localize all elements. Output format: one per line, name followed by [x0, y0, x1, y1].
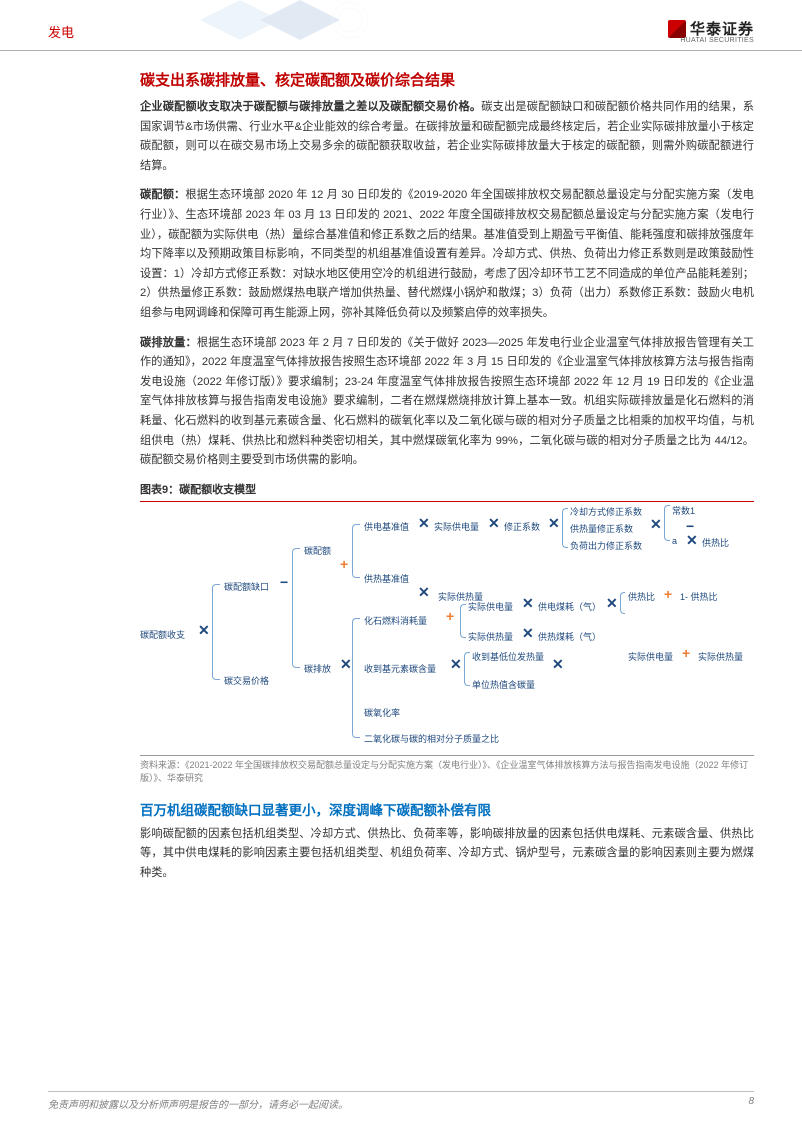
op-mult-5: ✕ [418, 584, 430, 601]
bracket-5 [562, 508, 568, 548]
figure-box: 碳配额收支 ✕ 碳配额缺口 − 碳交易价格 碳配额 + 碳排放 ✕ 供电基准值 … [140, 501, 754, 756]
op-mult-7: ✕ [522, 595, 534, 612]
op-mult-4b: ✕ [548, 515, 560, 532]
node-cool: 冷却方式修正系数 [570, 505, 642, 518]
op-mult-6: ✕ [686, 532, 698, 549]
bracket-4 [352, 618, 360, 738]
node-ecoal: 供电煤耗（气） [538, 600, 601, 613]
figure-title: 碳配额收支模型 [179, 484, 256, 496]
bracket-1 [212, 584, 220, 680]
node-shb: 供热基准值 [364, 572, 409, 585]
figure-source: 资料来源：《2021-2022 年全国碳排放权交易配额总量设定与分配实施方案（发… [140, 759, 754, 785]
node-fuel: 化石燃料消耗量 [364, 614, 427, 627]
node-mol: 二氧化碳与碳的相对分子质量之比 [364, 732, 499, 745]
op-mult-8: ✕ [522, 625, 534, 642]
node-ah3: 实际供热量 [698, 650, 743, 663]
op-plus-5: + [682, 645, 690, 661]
page-number: 8 [748, 1096, 754, 1111]
logo-text-en: HUATAI SECURITIES [668, 37, 754, 44]
page-footer: 免责声明和披露以及分析师声明是报告的一部分，请务必一起阅读。 8 [48, 1091, 754, 1111]
node-gap: 碳配额缺口 [224, 580, 269, 593]
op-plus-4: + [664, 586, 672, 602]
p2-bold: 碳配额： [140, 189, 185, 201]
node-emission: 碳排放 [304, 662, 331, 675]
node-loadc: 负荷出力修正系数 [570, 539, 642, 552]
section2-title: 百万机组碳配额缺口显著更小，深度调峰下碳配额补偿有限 [140, 799, 754, 819]
node-heatc: 供热量修正系数 [570, 522, 633, 535]
node-cc: 收到基元素碳含量 [364, 662, 436, 675]
bracket-7b [620, 592, 625, 614]
bracket-2 [292, 548, 300, 668]
page-header: 发电 华泰证券 HUATAI SECURITIES [0, 0, 802, 51]
op-mult-7b: ✕ [606, 595, 618, 612]
figure-caption: 图表9：碳配额收支模型 [140, 481, 754, 497]
node-ah2: 实际供热量 [468, 630, 513, 643]
node-seb: 供电基准值 [364, 520, 409, 533]
p3-rest: 根据生态环境部 2023 年 2 月 7 日印发的《关于做好 2023—2025… [140, 337, 754, 467]
bracket-7 [464, 652, 470, 686]
op-plus-3: + [446, 608, 454, 624]
node-as1: 实际供电量 [434, 520, 479, 533]
main-content: 碳支出系碳排放量、核定碳配额及碳价综合结果 企业碳配额收支取决于碳配额与碳排放量… [0, 51, 802, 884]
section2-p1: 影响碳配额的因素包括机组类型、冷却方式、供热比、负荷率等，影响碳排放量的因素包括… [140, 825, 754, 884]
p2-rest: 根据生态环境部 2020 年 12 月 30 日印发的《2019-2020 年全… [140, 189, 754, 319]
node-1m: 1- 供热比 [680, 590, 718, 603]
node-ae2: 实际供电量 [628, 650, 673, 663]
node-ox: 碳氧化率 [364, 706, 400, 719]
footer-disclaimer: 免责声明和披露以及分析师声明是报告的一部分，请务必一起阅读。 [48, 1096, 348, 1111]
header-decoration [200, 0, 420, 40]
op-mult-9b: ✕ [552, 656, 564, 673]
section1-title: 碳支出系碳排放量、核定碳配额及碳价综合结果 [140, 69, 754, 90]
node-hr2: 供热比 [702, 536, 729, 549]
node-ae: 实际供电量 [468, 600, 513, 613]
node-a: a [672, 536, 677, 546]
op-mult: ✕ [198, 622, 210, 639]
op-mult-3: ✕ [418, 515, 430, 532]
node-uh: 单位热值含碳量 [472, 678, 535, 691]
figure-label: 图表9： [140, 484, 179, 496]
node-lh: 收到基低位发热量 [472, 650, 544, 663]
node-hcoal: 供热煤耗（气） [538, 630, 601, 643]
op-minus: − [280, 574, 288, 590]
p3-bold: 碳排放量： [140, 337, 197, 349]
bracket-5b [664, 505, 670, 541]
node-price: 碳交易价格 [224, 674, 269, 687]
op-plus-1: + [340, 556, 348, 572]
section1-p3: 碳排放量：根据生态环境部 2023 年 2 月 7 日印发的《关于做好 2023… [140, 334, 754, 471]
diagram: 碳配额收支 ✕ 碳配额缺口 − 碳交易价格 碳配额 + 碳排放 ✕ 供电基准值 … [140, 508, 754, 749]
bracket-6 [460, 604, 466, 638]
logo-text-cn: 华泰证券 [690, 18, 754, 39]
op-mult-9: ✕ [450, 656, 462, 673]
node-quota: 碳配额 [304, 544, 331, 557]
logo-icon [668, 20, 686, 38]
node-c1: 常数1 [672, 504, 695, 517]
category-label: 发电 [48, 22, 74, 41]
op-mult-2: ✕ [340, 656, 352, 673]
op-mult-5b: ✕ [650, 516, 662, 533]
node-corr: 修正系数 [504, 520, 540, 533]
logo-block: 华泰证券 HUATAI SECURITIES [668, 18, 754, 44]
node-root: 碳配额收支 [140, 628, 185, 641]
op-mult-4: ✕ [488, 515, 500, 532]
section1-p1: 企业碳配额收支取决于碳配额与碳排放量之差以及碳配额交易价格。碳支出是碳配额缺口和… [140, 98, 754, 176]
node-hr3: 供热比 [628, 590, 655, 603]
bracket-3 [352, 524, 360, 578]
section1-p2: 碳配额：根据生态环境部 2020 年 12 月 30 日印发的《2019-202… [140, 186, 754, 323]
p1-bold: 企业碳配额收支取决于碳配额与碳排放量之差以及碳配额交易价格。 [140, 101, 481, 113]
